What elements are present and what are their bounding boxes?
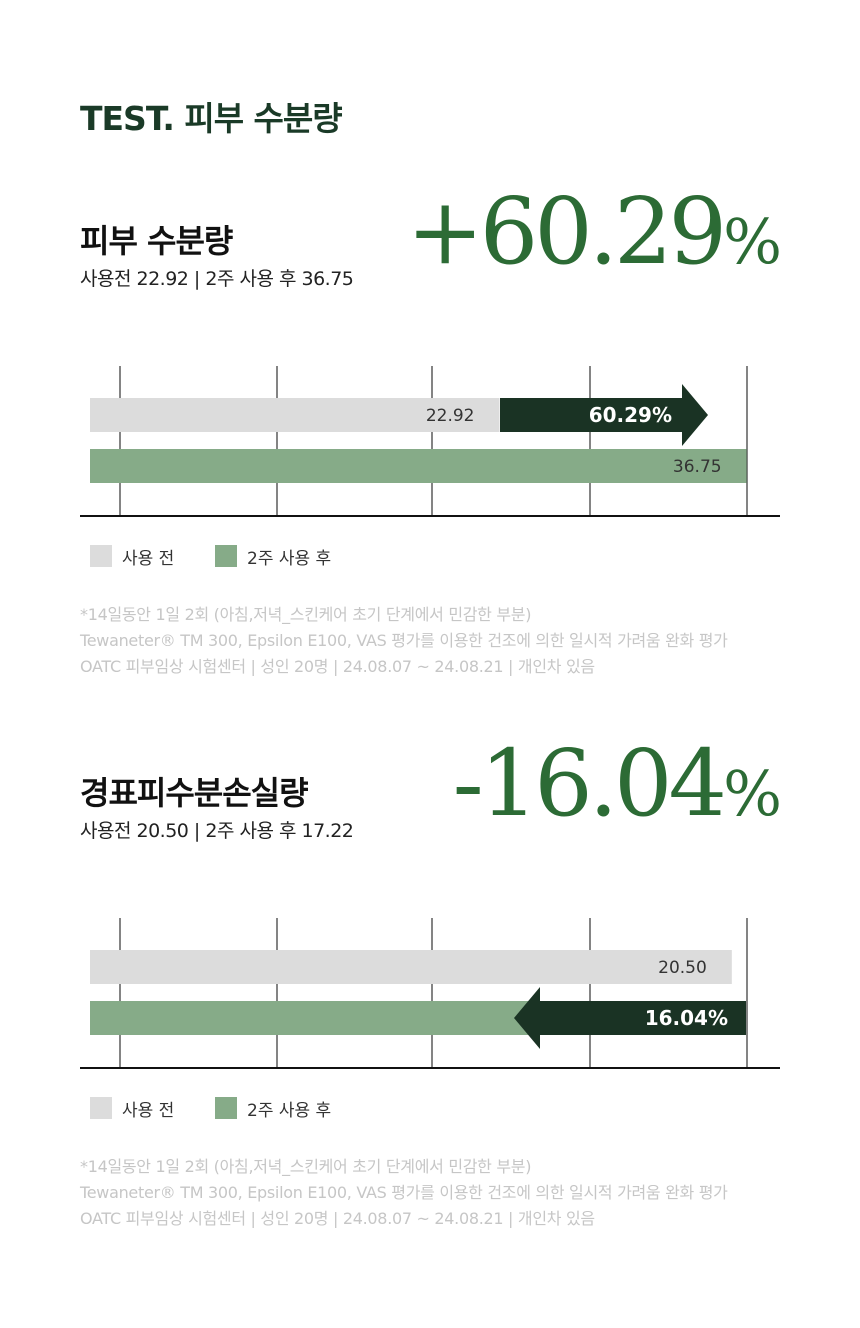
value-label-after: 36.75 [673, 457, 722, 477]
metric-subtitle: 사용전 22.92 | 2주 사용 후 36.75 [80, 268, 354, 290]
change-unit: % [723, 205, 782, 278]
footnote-line: *14일동안 1일 2회 (아침,저녁_스킨케어 초기 단계에서 민감한 부분) [80, 1157, 532, 1176]
legend-swatch-after [215, 1097, 237, 1119]
legend-item-before: 사용 전 [90, 544, 290, 569]
change-value: -16.04 [452, 730, 727, 837]
change-label: 60.29% [589, 403, 672, 427]
legend-swatch-before [90, 1097, 112, 1119]
legend-swatch-before [90, 545, 112, 567]
hydration-bar-chart: 22.92 36.75 60.29% [80, 366, 780, 517]
tewl-section: 경표피수분손실량 사용전 20.50 | 2주 사용 후 17.22 -16.0… [0, 738, 860, 1328]
bar-before [90, 950, 732, 984]
metric-title: 경표피수분손실량 [80, 774, 309, 812]
footnote-line: OATC 피부임상 시험센터 | 성인 20명 | 24.08.07 ~ 24.… [80, 1209, 595, 1228]
footnote-line: Tewaneter® TM 300, Epsilon E100, VAS 평가를… [80, 1183, 728, 1202]
metric-subtitle: 사용전 20.50 | 2주 사용 후 17.22 [80, 820, 354, 842]
legend-item-after: 2주 사용 후 [215, 1096, 415, 1121]
footnotes: *14일동안 1일 2회 (아침,저녁_스킨케어 초기 단계에서 민감한 부분)… [80, 602, 728, 680]
legend-swatch-after [215, 545, 237, 567]
metric-title: 피부 수분량 [80, 222, 233, 260]
footnotes: *14일동안 1일 2회 (아침,저녁_스킨케어 초기 단계에서 민감한 부분)… [80, 1154, 728, 1232]
footnote-line: OATC 피부임상 시험센터 | 성인 20명 | 24.08.07 ~ 24.… [80, 657, 595, 676]
change-unit: % [723, 757, 782, 830]
page-title: TEST. 피부 수분량 [80, 99, 343, 138]
bar-after [90, 449, 747, 483]
footnote-line: Tewaneter® TM 300, Epsilon E100, VAS 평가를… [80, 631, 728, 650]
legend-label-before: 사용 전 [122, 1101, 175, 1121]
legend-label-after: 2주 사용 후 [247, 549, 332, 569]
footnote-line: *14일동안 1일 2회 (아침,저녁_스킨케어 초기 단계에서 민감한 부분) [80, 605, 532, 624]
hydration-section: 피부 수분량 사용전 22.92 | 2주 사용 후 36.75 +60.29%… [0, 186, 860, 776]
bar-before [90, 398, 500, 432]
legend-item-after: 2주 사용 후 [215, 544, 415, 569]
value-label-before: 22.92 [426, 406, 475, 426]
legend-item-before: 사용 전 [90, 1096, 290, 1121]
change-arrow [514, 987, 746, 1049]
change-label: 16.04% [645, 1006, 728, 1030]
change-percentage: +60.29% [407, 186, 782, 278]
change-percentage: -16.04% [453, 738, 782, 830]
tewl-bar-chart: 20.5017.2216.04% [80, 918, 780, 1069]
value-label-before: 20.50 [658, 958, 707, 978]
change-value: +60.29 [406, 178, 727, 285]
legend-label-before: 사용 전 [122, 549, 175, 569]
legend-label-after: 2주 사용 후 [247, 1101, 332, 1121]
change-arrow [500, 384, 708, 446]
